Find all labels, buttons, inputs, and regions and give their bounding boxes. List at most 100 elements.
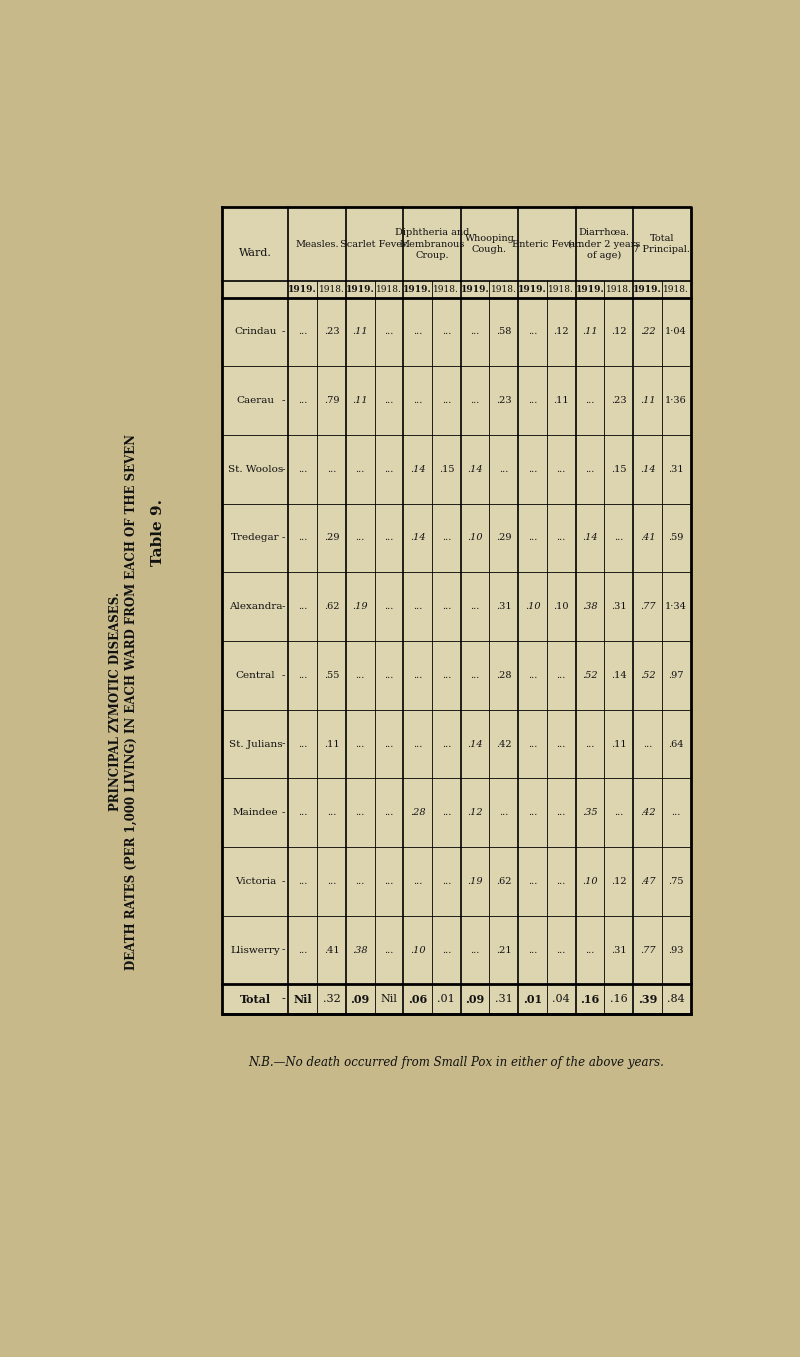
Text: .16: .16 (610, 995, 627, 1004)
Text: ...: ... (528, 877, 538, 886)
Text: Caerau: Caerau (236, 396, 274, 406)
Text: -: - (282, 877, 286, 886)
Text: 1919.: 1919. (288, 285, 317, 293)
Text: Scarlet Fever.: Scarlet Fever. (340, 240, 409, 248)
Text: 1918.: 1918. (434, 285, 459, 293)
Text: 1·36: 1·36 (666, 396, 687, 406)
Text: ...: ... (557, 465, 566, 474)
Text: Tredegar: Tredegar (231, 533, 280, 543)
Text: ...: ... (413, 603, 422, 611)
Text: ...: ... (528, 533, 538, 543)
Text: ...: ... (557, 809, 566, 817)
Text: .64: .64 (669, 740, 684, 749)
Text: ...: ... (442, 396, 451, 406)
Text: .06: .06 (408, 993, 427, 1004)
Text: ...: ... (528, 465, 538, 474)
Text: Diphtheria and
Membranous
Croup.: Diphtheria and Membranous Croup. (394, 228, 469, 259)
Text: .84: .84 (667, 995, 685, 1004)
Text: .11: .11 (582, 327, 598, 337)
Text: .31: .31 (496, 603, 512, 611)
Text: ...: ... (557, 740, 566, 749)
Text: Lliswerry: Lliswerry (230, 946, 280, 954)
Text: .11: .11 (640, 396, 655, 406)
Text: 1918.: 1918. (376, 285, 402, 293)
Text: ...: ... (384, 740, 394, 749)
Text: 1919.: 1919. (633, 285, 662, 293)
Text: 1918.: 1918. (606, 285, 632, 293)
Text: ...: ... (557, 670, 566, 680)
Text: ...: ... (528, 946, 538, 954)
Text: ...: ... (413, 670, 422, 680)
Text: .11: .11 (352, 396, 368, 406)
Text: ...: ... (442, 327, 451, 337)
Text: Central: Central (235, 670, 275, 680)
Text: .38: .38 (352, 946, 368, 954)
Text: Alexandra: Alexandra (229, 603, 282, 611)
Text: St. Woolos: St. Woolos (228, 465, 283, 474)
Text: 1918.: 1918. (548, 285, 574, 293)
Text: ...: ... (413, 740, 422, 749)
Text: Victoria: Victoria (234, 877, 276, 886)
Text: .75: .75 (669, 877, 684, 886)
Text: .11: .11 (352, 327, 368, 337)
Text: Crindau: Crindau (234, 327, 277, 337)
Text: ...: ... (442, 670, 451, 680)
Text: .11: .11 (324, 740, 339, 749)
Text: -: - (282, 946, 286, 954)
Text: 1918.: 1918. (663, 285, 689, 293)
Text: .52: .52 (640, 670, 655, 680)
Text: ...: ... (355, 533, 365, 543)
Text: .42: .42 (640, 809, 655, 817)
Text: ...: ... (499, 465, 509, 474)
Text: .29: .29 (496, 533, 511, 543)
Text: ...: ... (413, 877, 422, 886)
Text: ...: ... (355, 670, 365, 680)
Text: Nil: Nil (294, 993, 312, 1004)
Text: .10: .10 (410, 946, 426, 954)
Text: .29: .29 (324, 533, 339, 543)
Text: ...: ... (442, 946, 451, 954)
Text: -: - (282, 603, 286, 611)
Text: .35: .35 (582, 809, 598, 817)
Text: N.B.—No death occurred from Small Pox in either of the above years.: N.B.—No death occurred from Small Pox in… (249, 1056, 665, 1069)
Text: .01: .01 (523, 993, 542, 1004)
Text: ...: ... (470, 946, 480, 954)
Text: ...: ... (384, 465, 394, 474)
Text: Nil: Nil (381, 995, 398, 1004)
Text: .28: .28 (496, 670, 511, 680)
Text: .14: .14 (611, 670, 626, 680)
Text: .22: .22 (640, 327, 655, 337)
Text: .12: .12 (611, 877, 626, 886)
Text: ...: ... (298, 740, 307, 749)
Text: Total: Total (240, 993, 271, 1004)
Text: 1919.: 1919. (576, 285, 604, 293)
Text: .42: .42 (496, 740, 512, 749)
Text: ...: ... (528, 670, 538, 680)
Text: ...: ... (298, 327, 307, 337)
Text: ...: ... (442, 533, 451, 543)
Text: ...: ... (442, 809, 451, 817)
Bar (222, 208, 690, 1014)
Text: .12: .12 (611, 327, 626, 337)
Text: .77: .77 (640, 603, 655, 611)
Text: .47: .47 (640, 877, 655, 886)
Text: .14: .14 (410, 533, 426, 543)
Text: ...: ... (355, 740, 365, 749)
Text: -: - (282, 465, 286, 474)
Text: ...: ... (355, 465, 365, 474)
Text: .31: .31 (611, 603, 626, 611)
Text: .31: .31 (495, 995, 513, 1004)
Text: ...: ... (499, 809, 509, 817)
Text: ...: ... (298, 809, 307, 817)
Text: .41: .41 (640, 533, 655, 543)
Text: .23: .23 (324, 327, 339, 337)
Text: .14: .14 (640, 465, 655, 474)
Text: Ward.: Ward. (239, 247, 272, 258)
Text: ...: ... (326, 465, 336, 474)
Text: ...: ... (384, 877, 394, 886)
Text: ...: ... (586, 396, 594, 406)
Text: .01: .01 (438, 995, 455, 1004)
Text: ...: ... (298, 670, 307, 680)
Text: .14: .14 (467, 740, 483, 749)
Text: ...: ... (384, 396, 394, 406)
